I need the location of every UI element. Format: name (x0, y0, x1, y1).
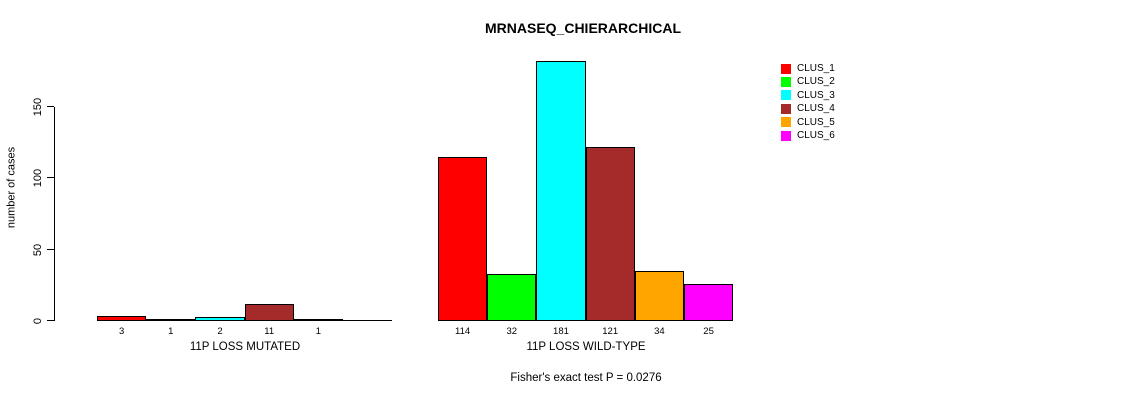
y-axis-tick (47, 105, 54, 107)
legend-swatch-clus_6 (781, 130, 791, 141)
bar-value-label: 1 (168, 326, 174, 337)
y-axis-tick (47, 248, 54, 250)
legend-item: CLUS_6 (781, 129, 835, 142)
bar-clus_3-group2 (536, 61, 586, 321)
legend-swatch-clus_1 (781, 63, 791, 74)
bar-value-label: 121 (602, 326, 619, 337)
bar-value-label: 34 (654, 326, 665, 337)
y-axis-tick (47, 177, 54, 178)
bar-value-label: 11 (264, 326, 275, 337)
bar-value-label: 1 (315, 326, 322, 337)
y-axis-line (54, 106, 55, 321)
x-axis-group-label-wild-type: 11P LOSS WILD-TYPE (526, 341, 646, 353)
legend-item-label: CLUS_2 (797, 76, 835, 88)
chart-title: MRNASEQ_CHIERARCHICAL (484, 20, 682, 36)
legend-swatch-clus_2 (781, 77, 791, 88)
x-axis-group-label-mutated: 11P LOSS MUTATED (189, 341, 301, 353)
legend-item-label: CLUS_1 (797, 63, 835, 74)
legend-item-label: CLUS_6 (797, 129, 835, 141)
y-axis-tick-label: 50 (32, 243, 44, 256)
bar-clus_3-group1 (195, 317, 245, 321)
legend-swatch-clus_5 (781, 117, 791, 128)
bar-value-label: 114 (455, 326, 471, 337)
fisher-test-annotation: Fisher's exact test P = 0.0276 (510, 372, 662, 384)
bar-clus_2-group1 (146, 319, 196, 321)
legend-swatch-clus_3 (781, 90, 791, 101)
bar-value-label: 25 (703, 326, 714, 337)
bar-clus_1-group2 (438, 157, 488, 321)
y-axis-tick-label: 0 (32, 317, 44, 325)
bar-clus_6-group2 (684, 284, 734, 321)
y-axis-tick-label: 100 (32, 168, 44, 188)
bar-value-label: 32 (506, 326, 518, 337)
bar-value-label: 2 (217, 326, 223, 337)
legend-item: CLUS_3 (781, 89, 835, 102)
bar-clus_2-group2 (487, 274, 537, 321)
bar-clus_5-group2 (634, 271, 684, 321)
bar-value-label: 181 (553, 326, 569, 337)
y-axis-label: number of cases (5, 146, 18, 229)
bar-value-label: 3 (118, 326, 125, 337)
bar-clus_4-group1 (244, 304, 294, 321)
legend: CLUS_1 CLUS_2 CLUS_3 CLUS_4 CLUS_5 CLUS_6 (781, 62, 835, 142)
bar-clus_6-group1 (343, 320, 393, 321)
legend-item: CLUS_4 (781, 102, 835, 115)
legend-item-label: CLUS_3 (797, 89, 835, 101)
legend-item: CLUS_5 (781, 116, 835, 129)
bar-clus_1-group1 (97, 316, 147, 321)
legend-item: CLUS_2 (781, 75, 835, 88)
bar-clus_4-group2 (585, 147, 635, 321)
legend-item-label: CLUS_4 (797, 103, 835, 115)
legend-item-label: CLUS_5 (797, 116, 835, 128)
legend-swatch-clus_4 (781, 103, 791, 114)
legend-item: CLUS_1 (781, 62, 835, 75)
bar-clus_5-group1 (293, 319, 343, 321)
y-axis-tick (47, 320, 54, 321)
y-axis-tick-label: 150 (32, 97, 44, 116)
